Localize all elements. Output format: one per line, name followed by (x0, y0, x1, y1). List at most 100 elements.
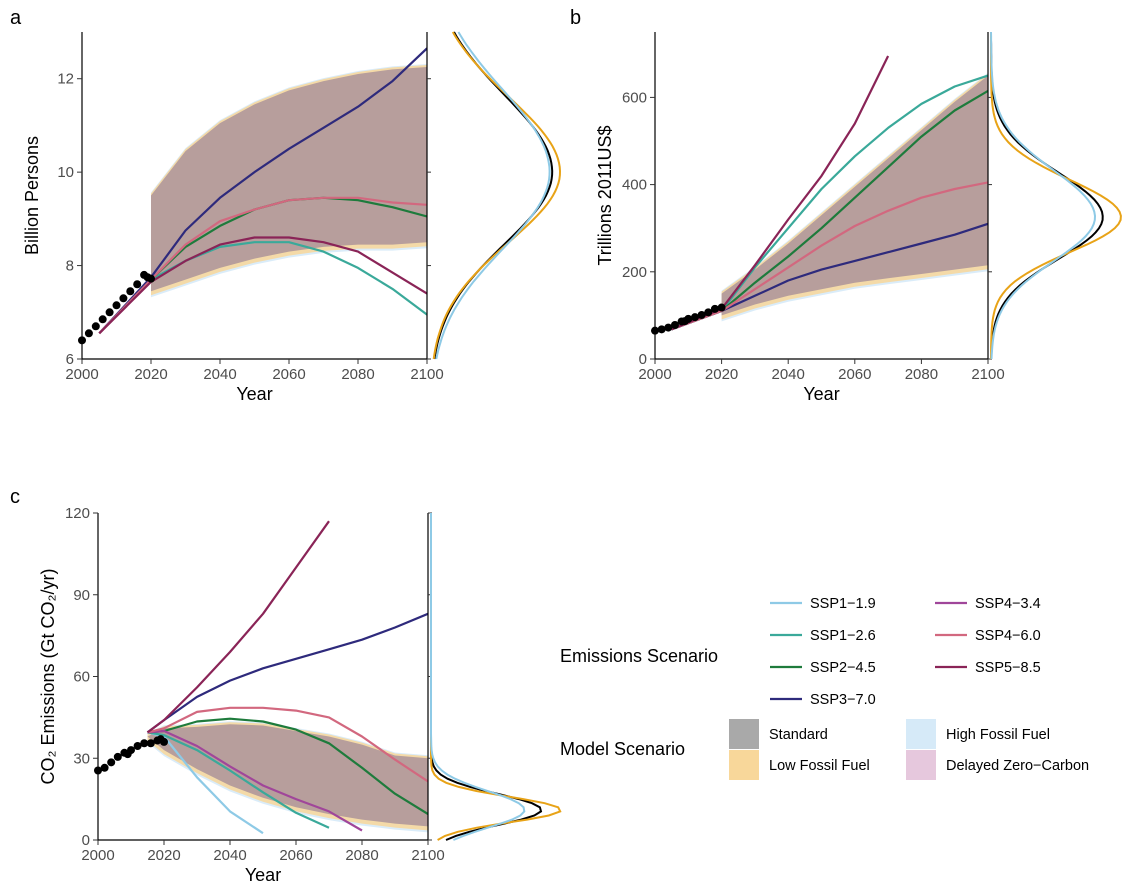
x-tick-label: 2080 (341, 366, 374, 383)
x-tick-label: 2080 (905, 366, 938, 383)
legend-item-label: SSP1−1.9 (810, 596, 876, 612)
observed-point (133, 741, 142, 750)
observed-point (91, 322, 100, 331)
x-tick-label: 2000 (638, 366, 671, 383)
observed-point (105, 308, 114, 317)
series-line-ssp4-6-0 (147, 706, 428, 783)
y-tick-label: 0 (82, 832, 90, 849)
y-axis-title: Trillions 2011US$ (595, 125, 615, 265)
density-curve-low-fossil-fuel (430, 513, 562, 841)
density-curve-standard (990, 32, 1104, 360)
observed-point (657, 325, 666, 334)
y-tick-label: 12 (57, 71, 74, 88)
model-legend-title: Model Scenario (560, 739, 685, 759)
series-line-ssp3-7-0 (671, 222, 988, 331)
x-axis-title: Year (236, 384, 272, 404)
x-tick-label: 2020 (705, 366, 738, 383)
observed-point (98, 315, 107, 324)
x-axis-title: Year (803, 384, 839, 404)
density-curve-low-fossil-fuel (990, 32, 1122, 360)
y-tick-label: 0 (639, 351, 647, 368)
observed-point (670, 320, 679, 329)
series-line-ssp2-4-5 (147, 717, 428, 816)
observed-point (126, 287, 135, 296)
series-line-ssp5-8-5 (146, 520, 330, 734)
band-standard (721, 75, 988, 316)
legend-item-label: SSP5−8.5 (975, 660, 1041, 676)
observed-point (112, 301, 121, 310)
x-axis-title: Year (245, 865, 281, 885)
observed-point (140, 739, 149, 748)
plot-area (146, 520, 428, 835)
legend: Emissions Scenario SSP1−1.9 SSP4−3.4 SSP1−2… (560, 596, 1089, 780)
legend-item-label: SSP2−4.5 (810, 660, 876, 676)
series-line-ssp5-8-5 (98, 236, 427, 335)
y-tick-label: 200 (622, 264, 647, 281)
legend-item-label: SSP1−2.6 (810, 628, 876, 644)
x-tick-label: 2060 (838, 366, 871, 383)
panel-label: a (10, 7, 22, 29)
plot-area (671, 55, 988, 331)
x-tick-label: 2020 (134, 366, 167, 383)
band-standard (151, 67, 427, 292)
legend-item-label: Delayed Zero−Carbon (946, 758, 1089, 774)
legend-item-label: High Fossil Fuel (946, 727, 1050, 743)
observed-point (147, 274, 155, 283)
legend-item-label: SSP4−3.4 (975, 596, 1041, 612)
legend-key-swatch (729, 750, 759, 780)
legend-item-label: Standard (769, 727, 828, 743)
observed-point (710, 304, 719, 313)
series-line-ssp4-3-4 (147, 729, 363, 832)
panel-a: a 2000 2020 2040 2060 2080 2100 6 8 10 12 Year Billi… (10, 7, 562, 404)
observed-point (704, 308, 713, 317)
x-tick-label: 2020 (147, 847, 180, 864)
y-tick-label: 600 (622, 89, 647, 106)
series-line-ssp1-2-6 (147, 731, 330, 829)
panel-c: c 2000 2020 2040 2060 2080 2100 0 30 60 90 120 Year C… (10, 486, 562, 885)
x-tick-label: 2000 (81, 847, 114, 864)
x-tick-label: 2100 (971, 366, 1004, 383)
x-tick-label: 2040 (772, 366, 805, 383)
legend-key-swatch (906, 719, 936, 749)
observed-point (717, 303, 726, 312)
y-tick-label: 400 (622, 177, 647, 194)
observed-point (160, 737, 168, 746)
legend-item-label: Low Fossil Fuel (769, 758, 870, 774)
x-tick-label: 2060 (272, 366, 305, 383)
plot-area (98, 47, 427, 335)
series-line-ssp3-7-0 (146, 612, 428, 734)
observed-point (119, 294, 128, 303)
y-tick-label: 30 (73, 750, 90, 767)
legend-key-swatch (906, 750, 936, 780)
observed-point (684, 314, 693, 323)
x-tick-label: 2060 (279, 847, 312, 864)
observed-point (664, 323, 673, 332)
x-tick-label: 2040 (203, 366, 236, 383)
y-tick-label: 120 (65, 505, 90, 522)
observed-point (100, 763, 109, 772)
y-tick-label: 10 (57, 164, 74, 181)
observed-point (84, 329, 93, 338)
series-line-ssp4-6-0 (671, 181, 988, 331)
observed-point (697, 310, 706, 319)
y-tick-label: 60 (73, 669, 90, 686)
legend-item-label: SSP4−6.0 (975, 628, 1041, 644)
series-line-ssp4-6-0 (98, 196, 427, 335)
panel-label: c (10, 486, 20, 508)
legend-item-label: SSP3−7.0 (810, 692, 876, 708)
y-tick-label: 6 (66, 351, 74, 368)
x-tick-label: 2000 (65, 366, 98, 383)
density-curve-high-fossil-fuel (430, 513, 526, 841)
series-line-ssp1-2-6 (671, 74, 988, 331)
observed-point (133, 280, 142, 289)
y-tick-label: 90 (73, 587, 90, 604)
x-tick-label: 2080 (345, 847, 378, 864)
density-curve-high-fossil-fuel (435, 31, 551, 360)
observed-point (113, 752, 122, 761)
observed-point (127, 746, 135, 755)
y-axis-title: Billion Persons (22, 136, 42, 255)
x-tick-label: 2100 (411, 847, 444, 864)
density-curve-high-fossil-fuel (990, 31, 1097, 360)
panel-b: b 2000 2020 2040 2060 2080 2100 0 200 400 600 Year T… (570, 7, 1122, 404)
